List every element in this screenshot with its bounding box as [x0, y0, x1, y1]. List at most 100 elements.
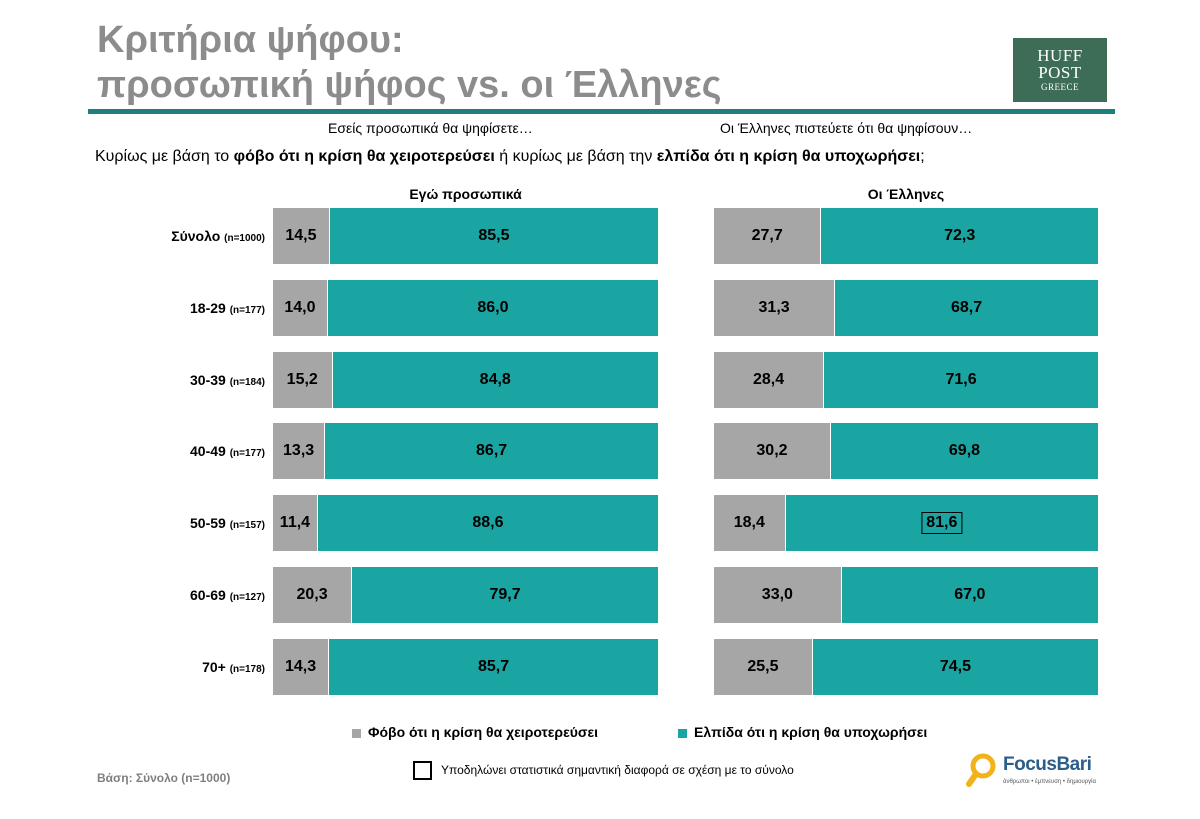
bar-segment-fear: 33,0	[714, 567, 841, 623]
row-label: 40-49 (n=177)	[100, 443, 265, 459]
bar-personal-0: 14,5 85,5	[273, 208, 658, 264]
row-label-text: 60-69	[190, 587, 230, 603]
row-label-text: 18-29	[190, 300, 230, 316]
data-label-hope: 86,0	[477, 299, 509, 316]
panel-title-greeks: Οι Έλληνες	[867, 186, 945, 202]
focusbari-logo-text: FocusBari	[1003, 754, 1092, 775]
data-label-hope: 74,5	[939, 658, 972, 675]
row-label-text: 30-39	[190, 372, 230, 388]
data-label-fear: 15,2	[286, 371, 318, 388]
row-label: 60-69 (n=127)	[100, 587, 265, 603]
bar-segment-hope: 86,0	[327, 280, 658, 336]
bar-segment-hope: 85,7	[329, 639, 658, 695]
data-label-fear: 18,4	[733, 514, 765, 531]
data-label-fear: 31,3	[758, 299, 790, 316]
bar-segment-hope: 67,0	[841, 567, 1098, 623]
row-label: 30-39 (n=184)	[100, 372, 265, 388]
data-label-fear: 11,4	[279, 514, 311, 531]
bar-segment-hope: 72,3	[821, 208, 1098, 264]
significance-box-icon	[413, 761, 432, 780]
bar-segment-hope: 81,6	[785, 495, 1098, 551]
bar-segment-fear: 18,4	[714, 495, 785, 551]
row-label: Σύνολο (n=1000)	[100, 228, 265, 244]
bar-personal-1: 14,0 86,0	[273, 280, 658, 336]
bar-personal-4: 11,4 88,6	[273, 495, 658, 551]
subtitle-left: Εσείς προσωπικά θα ψηφίσετε…	[328, 120, 533, 136]
page-title: Κριτήρια ψήφου: προσωπική ψήφος vs. οι Έ…	[97, 18, 977, 108]
bar-segment-fear: 27,7	[714, 208, 821, 264]
legend-item-fear: Φόβο ότι η κρίση θα χειροτερεύσει	[352, 724, 598, 740]
data-label-hope: 71,6	[945, 371, 977, 388]
data-label-hope: 81,6	[921, 512, 963, 534]
row-sample-size: (n=177)	[229, 448, 265, 459]
row-label: 70+ (n=178)	[100, 659, 265, 675]
bar-segment-fear: 14,0	[273, 280, 327, 336]
data-label-hope: 85,7	[477, 658, 510, 675]
bar-segment-hope: 74,5	[812, 639, 1098, 695]
bar-personal-3: 13,3 86,7	[273, 423, 658, 479]
significance-note: Υποδηλώνει στατιστικά σημαντική διαφορά …	[441, 763, 794, 777]
bar-greeks-4: 18,4 81,6	[714, 495, 1098, 551]
bar-segment-fear: 14,5	[273, 208, 329, 264]
data-label-fear: 25,5	[747, 658, 779, 675]
bar-segment-fear: 11,4	[273, 495, 317, 551]
row-sample-size: (n=1000)	[224, 233, 265, 244]
data-label-fear: 14,0	[284, 299, 316, 316]
bar-segment-hope: 86,7	[325, 423, 658, 479]
bar-greeks-3: 30,2 69,8	[714, 423, 1098, 479]
bar-greeks-0: 27,7 72,3	[714, 208, 1098, 264]
bar-segment-fear: 30,2	[714, 423, 830, 479]
title-rule	[88, 109, 1115, 114]
huffpost-logo: HUFF POST GREECE	[1013, 38, 1107, 102]
bar-personal-5: 20,3 79,7	[273, 567, 658, 623]
data-label-hope: 79,7	[489, 586, 521, 603]
bar-segment-fear: 20,3	[273, 567, 352, 623]
survey-question: Κυρίως με βάση το φόβο ότι η κρίση θα χε…	[95, 148, 925, 165]
bar-personal-2: 15,2 84,8	[273, 352, 658, 408]
data-label-fear: 30,2	[756, 442, 788, 459]
title-line-1: Κριτήρια ψήφου:	[97, 19, 404, 61]
legend-label-hope: Ελπίδα ότι η κρίση θα υποχωρήσει	[694, 724, 928, 740]
row-sample-size: (n=127)	[229, 592, 265, 603]
panel-title-personal: Εγώ προσωπικά	[409, 186, 522, 202]
bar-segment-hope: 85,5	[329, 208, 658, 264]
data-label-fear: 27,7	[751, 227, 783, 244]
bar-greeks-5: 33,0 67,0	[714, 567, 1098, 623]
bar-segment-hope: 68,7	[835, 280, 1098, 336]
base-note: Βάση: Σύνολο (n=1000)	[97, 771, 231, 785]
bar-segment-hope: 69,8	[830, 423, 1098, 479]
bar-segment-fear: 25,5	[714, 639, 812, 695]
bar-segment-hope: 88,6	[317, 495, 658, 551]
data-label-hope: 86,7	[476, 442, 508, 459]
bar-segment-hope: 84,8	[332, 352, 658, 408]
data-label-fear: 14,3	[284, 658, 317, 675]
data-label-fear: 33,0	[761, 586, 793, 603]
row-label-text: Σύνολο	[171, 228, 225, 244]
bar-segment-fear: 31,3	[714, 280, 835, 336]
bar-greeks-1: 31,3 68,7	[714, 280, 1098, 336]
data-label-hope: 88,6	[472, 514, 504, 531]
row-sample-size: (n=177)	[229, 305, 265, 316]
bar-greeks-6: 25,5 74,5	[714, 639, 1098, 695]
row-label: 18-29 (n=177)	[100, 300, 265, 316]
row-label-text: 40-49	[190, 443, 230, 459]
data-label-hope: 72,3	[944, 227, 976, 244]
row-label: 50-59 (n=157)	[100, 515, 265, 531]
bar-segment-fear: 28,4	[714, 352, 824, 408]
legend-label-fear: Φόβο ότι η κρίση θα χειροτερεύσει	[368, 724, 598, 740]
bar-segment-hope: 71,6	[824, 352, 1098, 408]
bar-segment-fear: 14,3	[273, 639, 329, 695]
bar-personal-6: 14,3 85,7	[273, 639, 658, 695]
data-label-hope: 67,0	[954, 586, 986, 603]
focusbari-tagline: άνθρωποι • έμπνευση • δημιουργία	[1003, 779, 1096, 785]
row-label-text: 50-59	[190, 515, 230, 531]
legend-item-hope: Ελπίδα ότι η κρίση θα υποχωρήσει	[678, 724, 927, 740]
row-sample-size: (n=178)	[229, 664, 265, 675]
legend-swatch-hope	[678, 728, 687, 738]
data-label-fear: 13,3	[283, 442, 315, 459]
data-label-hope: 68,7	[951, 299, 983, 316]
legend-swatch-fear	[352, 728, 361, 738]
data-label-hope: 84,8	[479, 371, 511, 388]
row-sample-size: (n=184)	[229, 377, 265, 388]
data-label-fear: 28,4	[752, 371, 785, 388]
